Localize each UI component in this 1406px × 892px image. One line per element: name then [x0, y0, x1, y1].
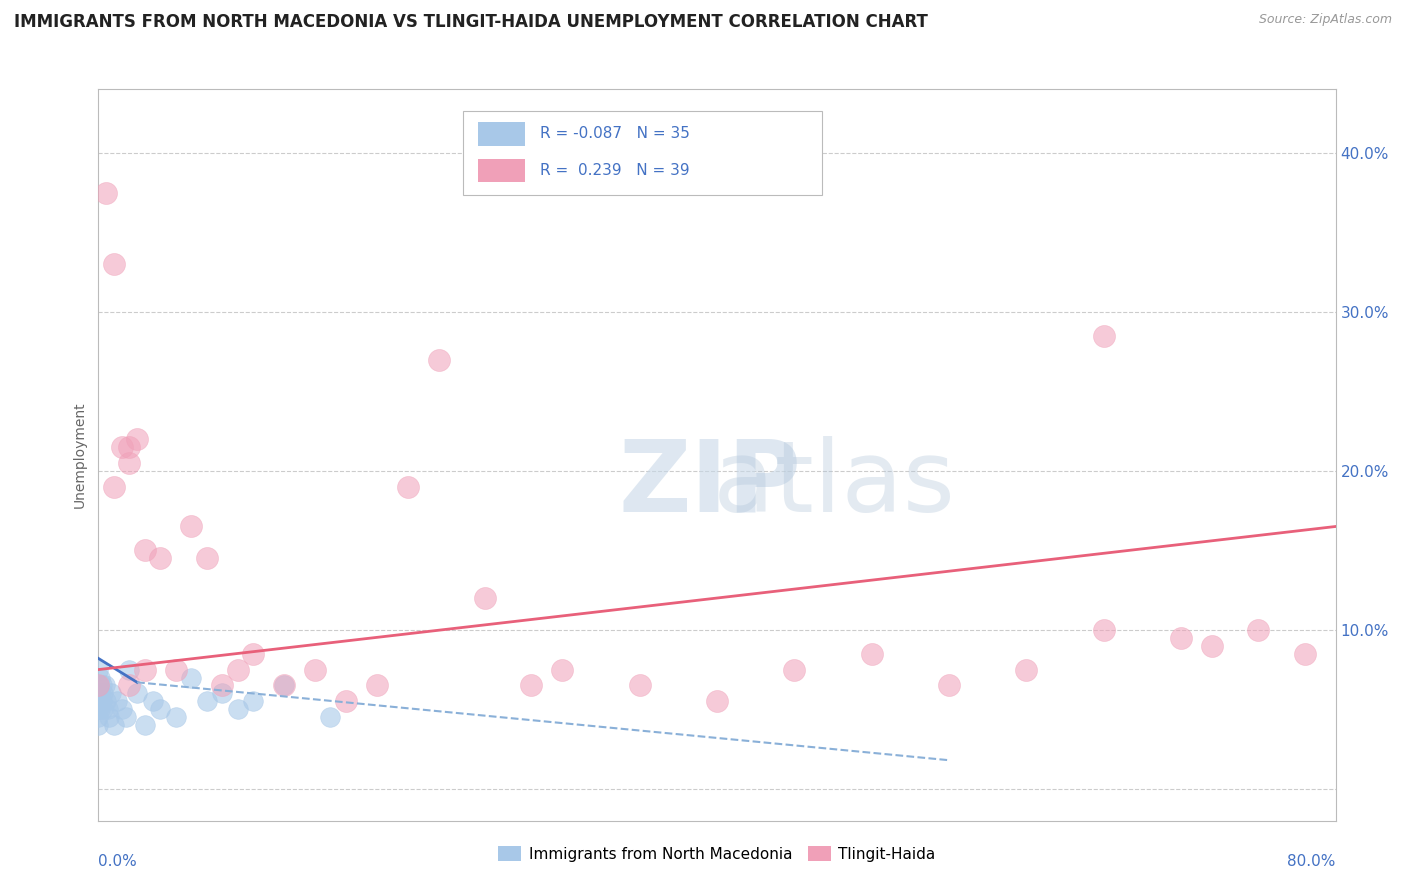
FancyBboxPatch shape — [464, 112, 823, 195]
Point — [89, 671, 111, 685]
Point — [273, 678, 295, 692]
Point — [273, 678, 295, 692]
Point — [165, 663, 187, 677]
Point — [87, 718, 110, 732]
Point — [87, 702, 110, 716]
Point — [319, 710, 342, 724]
Bar — [478, 122, 526, 145]
Point — [103, 480, 125, 494]
Text: 80.0%: 80.0% — [1288, 854, 1336, 869]
Point — [103, 718, 125, 732]
Point — [89, 686, 111, 700]
Point — [103, 257, 125, 271]
Point — [242, 694, 264, 708]
Point — [142, 694, 165, 708]
Point — [211, 678, 233, 692]
Point — [96, 186, 118, 200]
Point — [1092, 623, 1115, 637]
Point — [1170, 631, 1192, 645]
Point — [127, 432, 149, 446]
Point — [860, 647, 883, 661]
Point — [105, 694, 128, 708]
Point — [97, 702, 120, 716]
Point — [134, 543, 156, 558]
Point — [90, 694, 112, 708]
Point — [118, 663, 141, 677]
Point — [304, 663, 326, 677]
Text: R = -0.087   N = 35: R = -0.087 N = 35 — [540, 127, 690, 141]
Bar — [478, 159, 526, 182]
Point — [115, 710, 138, 724]
Point — [1247, 623, 1270, 637]
Point — [87, 710, 110, 724]
Point — [211, 686, 233, 700]
Point — [111, 440, 134, 454]
Point — [195, 551, 218, 566]
Point — [427, 352, 450, 367]
Point — [134, 718, 156, 732]
Point — [87, 694, 110, 708]
Point — [98, 710, 121, 724]
Point — [706, 694, 728, 708]
Point — [1294, 647, 1316, 661]
Point — [89, 702, 111, 716]
Point — [551, 663, 574, 677]
Point — [226, 702, 249, 716]
Point — [127, 686, 149, 700]
Point — [242, 647, 264, 661]
Text: Source: ZipAtlas.com: Source: ZipAtlas.com — [1258, 13, 1392, 27]
Point — [474, 591, 496, 605]
Point — [195, 694, 218, 708]
Point — [134, 663, 156, 677]
Text: IMMIGRANTS FROM NORTH MACEDONIA VS TLINGIT-HAIDA UNEMPLOYMENT CORRELATION CHART: IMMIGRANTS FROM NORTH MACEDONIA VS TLING… — [14, 13, 928, 31]
Point — [91, 686, 114, 700]
Point — [111, 702, 134, 716]
Point — [938, 678, 960, 692]
Point — [520, 678, 543, 692]
Point — [118, 456, 141, 470]
Point — [91, 702, 114, 716]
Point — [396, 480, 419, 494]
Point — [149, 551, 172, 566]
Point — [1201, 639, 1223, 653]
Point — [165, 710, 187, 724]
Point — [628, 678, 651, 692]
Point — [100, 686, 122, 700]
Point — [96, 694, 118, 708]
Point — [366, 678, 388, 692]
Point — [93, 678, 115, 692]
Point — [118, 440, 141, 454]
Point — [87, 678, 110, 692]
Point — [783, 663, 806, 677]
Point — [87, 678, 110, 692]
Point — [118, 678, 141, 692]
Y-axis label: Unemployment: Unemployment — [73, 401, 87, 508]
Text: atlas: atlas — [619, 435, 955, 533]
Point — [87, 663, 110, 677]
Legend: Immigrants from North Macedonia, Tlingit-Haida: Immigrants from North Macedonia, Tlingit… — [492, 839, 942, 868]
Text: ZIP: ZIP — [619, 435, 801, 533]
Point — [1092, 328, 1115, 343]
Point — [335, 694, 357, 708]
Point — [180, 671, 202, 685]
Point — [1015, 663, 1038, 677]
Point — [149, 702, 172, 716]
Point — [226, 663, 249, 677]
Point — [90, 678, 112, 692]
Text: R =  0.239   N = 39: R = 0.239 N = 39 — [540, 163, 690, 178]
Text: 0.0%: 0.0% — [98, 854, 138, 869]
Point — [180, 519, 202, 533]
